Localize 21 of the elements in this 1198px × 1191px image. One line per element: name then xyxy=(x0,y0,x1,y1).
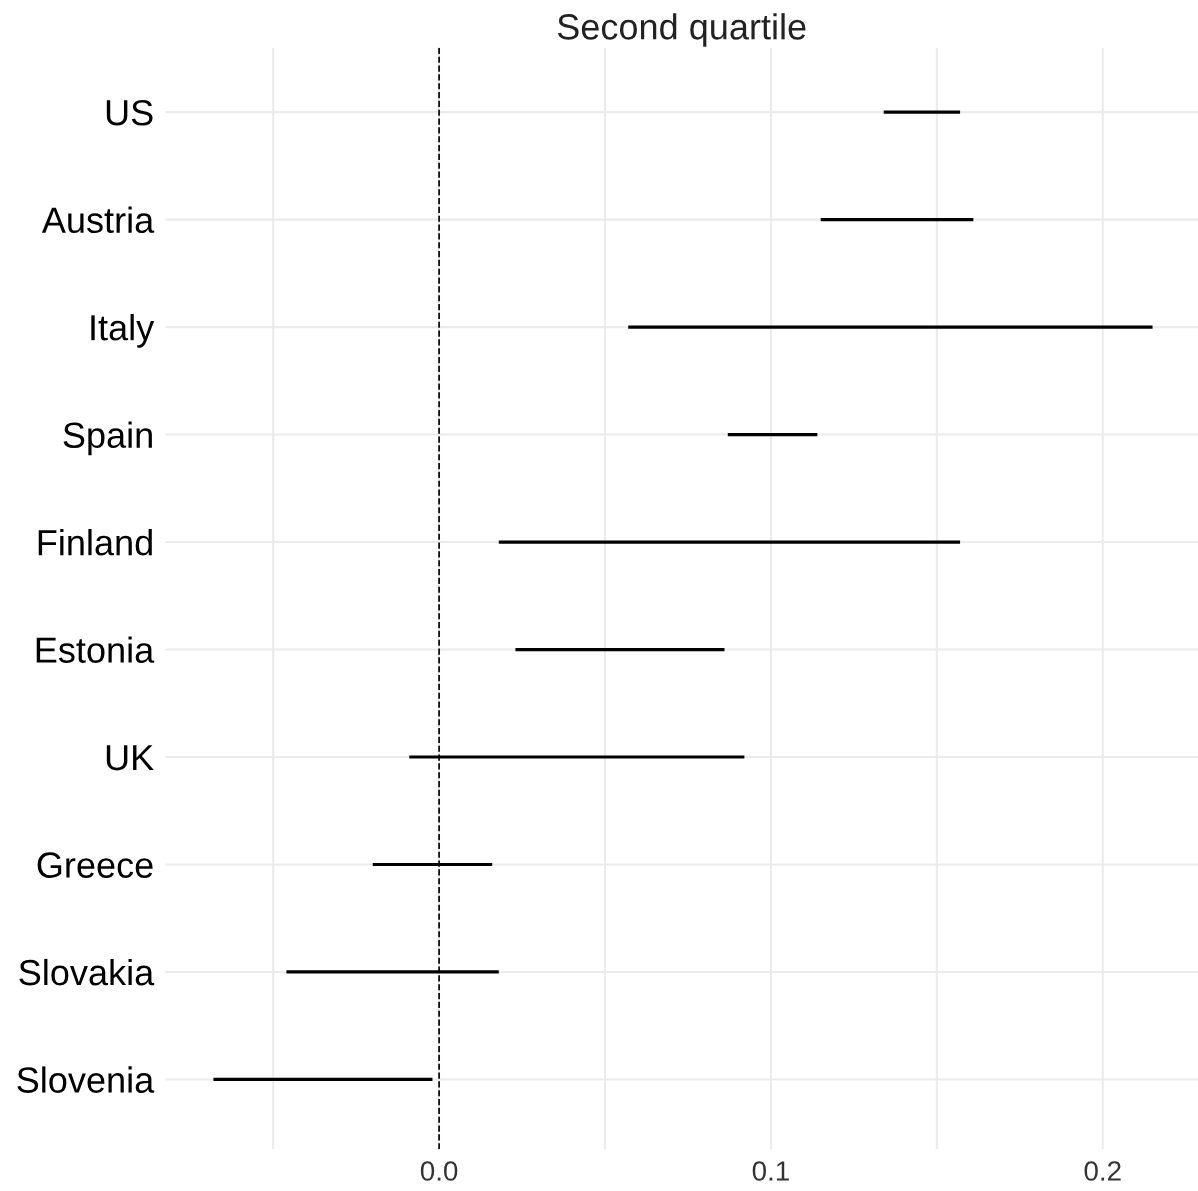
y-tick-label: Finland xyxy=(38,528,152,556)
x-tick-label: 0.2 xyxy=(1084,1161,1121,1181)
bar xyxy=(883,110,961,114)
bar xyxy=(820,218,974,222)
bar xyxy=(498,540,961,544)
y-tick-label: Italy xyxy=(91,314,155,348)
y-tick-label: Slovakia xyxy=(19,958,155,986)
y-tick-label: UK xyxy=(106,745,154,771)
chart-title: Second quartile xyxy=(557,13,806,47)
bar xyxy=(628,325,1153,329)
y-tick-label: US xyxy=(106,100,153,126)
y-tick-label: Spain xyxy=(63,421,152,456)
x-tick-label: 0.1 xyxy=(752,1161,789,1181)
bar xyxy=(727,432,818,437)
bar xyxy=(515,647,725,652)
y-tick-label: Austria xyxy=(41,206,155,234)
y-tick-label: Slovenia xyxy=(17,1066,155,1093)
y-tick-label: Greece xyxy=(37,852,153,878)
y-tick-label: Estonia xyxy=(36,636,155,663)
x-tick-label: 0.0 xyxy=(420,1161,458,1181)
bar xyxy=(213,1077,433,1082)
